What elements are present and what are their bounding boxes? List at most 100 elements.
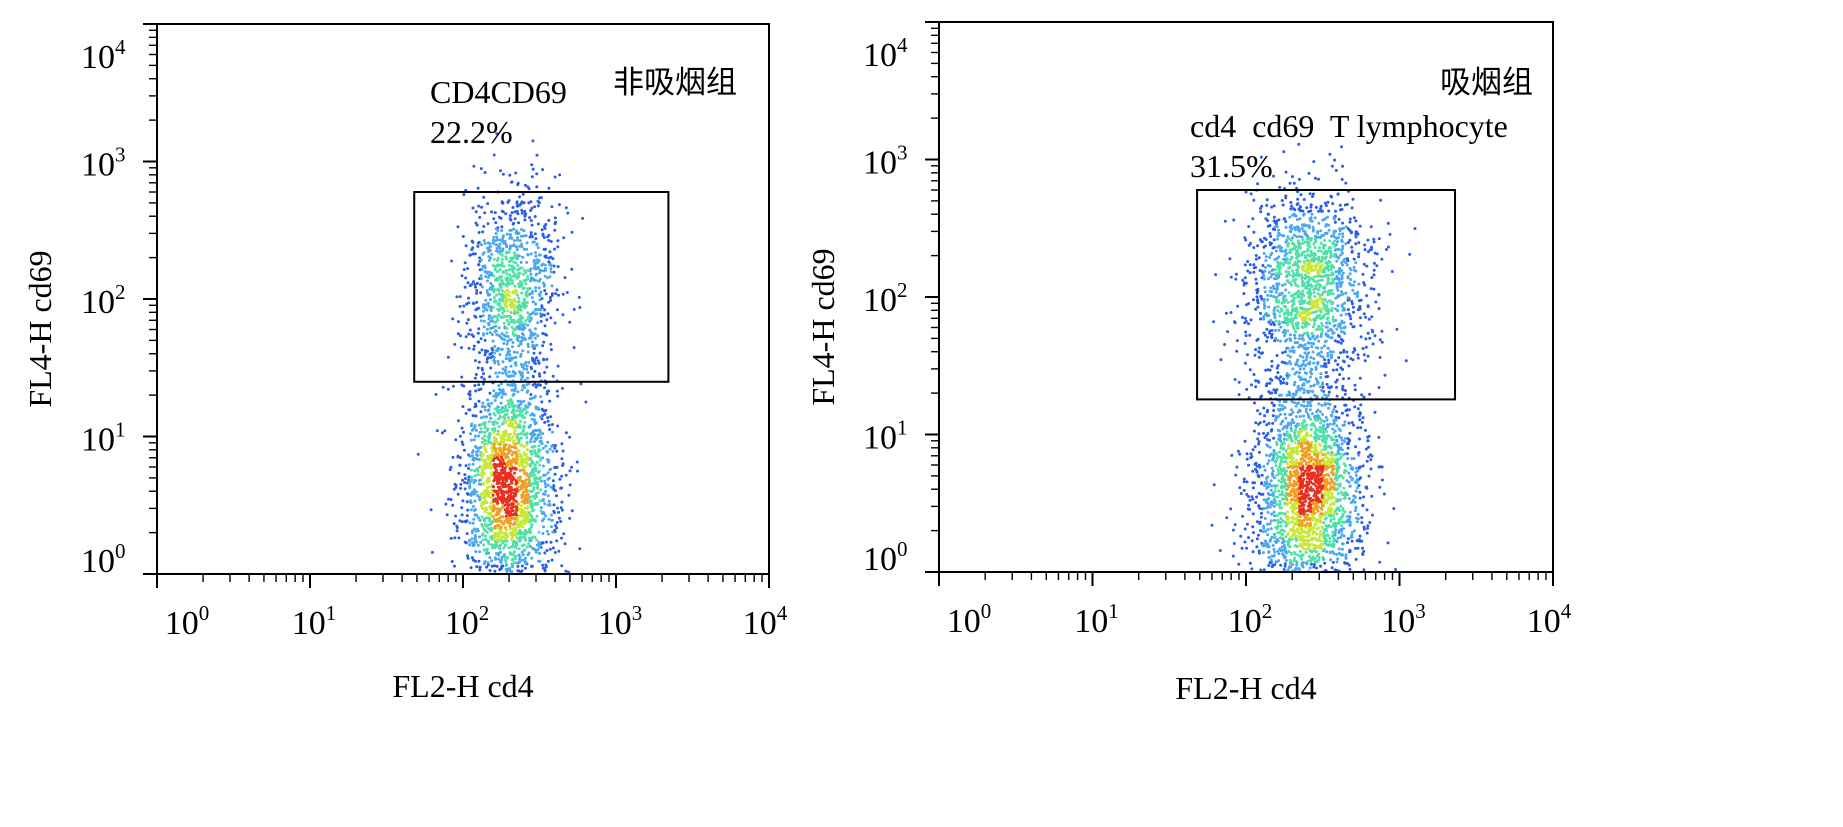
- event-dot: [563, 276, 567, 280]
- event-dot: [449, 536, 453, 540]
- event-dot: [541, 168, 545, 172]
- event-dot: [525, 410, 529, 414]
- event-dot: [543, 263, 547, 267]
- event-dot: [523, 522, 527, 526]
- event-dot: [534, 237, 538, 241]
- event-dot: [1272, 554, 1276, 558]
- event-dot: [507, 357, 511, 361]
- event-dot: [1348, 475, 1352, 479]
- event-dot: [1233, 321, 1237, 325]
- event-dot: [482, 309, 486, 313]
- event-dot: [1372, 268, 1376, 272]
- event-dot: [505, 353, 509, 357]
- event-dot: [548, 263, 552, 266]
- event-dot: [501, 360, 505, 364]
- event-dot: [518, 522, 522, 526]
- event-dot: [1315, 566, 1318, 570]
- event-dot: [1358, 411, 1362, 415]
- event-dot: [1291, 418, 1294, 422]
- event-dot: [485, 332, 489, 335]
- group-label: 非吸烟组: [613, 65, 737, 101]
- event-dot: [1256, 409, 1260, 413]
- event-dot: [458, 295, 462, 299]
- event-dot: [500, 209, 504, 213]
- event-dot: [1327, 228, 1331, 232]
- event-dot: [1309, 428, 1313, 431]
- event-dot: [1345, 413, 1349, 417]
- event-dot: [529, 489, 533, 493]
- event-dot: [543, 289, 547, 292]
- event-dot: [1269, 377, 1272, 381]
- event-dot: [494, 299, 498, 303]
- event-dot: [543, 332, 547, 336]
- event-dot: [522, 548, 526, 552]
- event-dot: [472, 438, 476, 442]
- event-dot: [1342, 306, 1345, 310]
- event-dot: [1372, 237, 1376, 241]
- event-dot: [509, 477, 513, 481]
- event-dot: [1348, 567, 1352, 571]
- event-dot: [461, 478, 464, 482]
- event-dot: [1365, 459, 1369, 463]
- event-dot: [504, 357, 508, 361]
- event-dot: [520, 569, 524, 573]
- event-dot: [504, 334, 507, 338]
- event-dot: [1328, 422, 1332, 426]
- event-dot: [1262, 406, 1266, 410]
- event-dot: [1362, 281, 1366, 285]
- event-dot: [1339, 553, 1343, 557]
- event-dot: [1342, 359, 1345, 363]
- event-dot: [508, 513, 512, 517]
- event-dot: [1346, 537, 1350, 541]
- event-dot: [539, 476, 542, 479]
- event-dot: [1300, 227, 1304, 231]
- event-dot: [1357, 299, 1361, 303]
- event-dot: [466, 556, 470, 560]
- event-dot: [524, 319, 528, 323]
- event-dot: [1339, 504, 1343, 508]
- event-dot: [1266, 293, 1270, 297]
- event-dot: [1263, 306, 1266, 310]
- event-dot: [483, 463, 486, 467]
- event-dot: [1272, 204, 1276, 208]
- event-dot: [518, 528, 522, 532]
- event-dot: [1277, 228, 1281, 232]
- event-dot: [460, 346, 463, 350]
- event-dot: [1370, 276, 1374, 280]
- event-dot: [1274, 290, 1278, 294]
- event-dot: [1360, 516, 1364, 520]
- event-dot: [550, 519, 554, 522]
- event-dot: [543, 473, 547, 477]
- event-dot: [1251, 217, 1255, 221]
- event-dot: [1315, 394, 1319, 398]
- event-dot: [459, 486, 463, 490]
- event-dot: [1331, 234, 1335, 238]
- event-dot: [522, 338, 526, 341]
- event-dot: [1264, 500, 1268, 504]
- event-dot: [1342, 350, 1346, 354]
- event-dot: [530, 311, 534, 315]
- event-dot: [1304, 364, 1308, 367]
- event-dot: [516, 339, 520, 343]
- event-dot: [1293, 556, 1297, 560]
- event-dot: [547, 459, 551, 462]
- event-dot: [1298, 367, 1302, 371]
- event-dot: [531, 340, 534, 344]
- event-dot: [482, 489, 486, 493]
- event-dot: [1309, 367, 1313, 371]
- event-dot: [463, 520, 467, 523]
- event-dot: [1294, 341, 1298, 345]
- event-dot: [524, 404, 528, 408]
- event-dot: [456, 332, 460, 336]
- event-dot: [454, 514, 458, 518]
- event-dot: [470, 422, 474, 426]
- event-dot: [1362, 495, 1366, 499]
- event-dot: [1280, 284, 1284, 287]
- event-dot: [1251, 448, 1255, 452]
- event-dot: [515, 209, 519, 213]
- event-dot: [1377, 237, 1381, 241]
- event-dot: [557, 293, 560, 297]
- event-dot: [567, 493, 571, 497]
- event-dot: [505, 232, 509, 236]
- event-dot: [495, 247, 499, 250]
